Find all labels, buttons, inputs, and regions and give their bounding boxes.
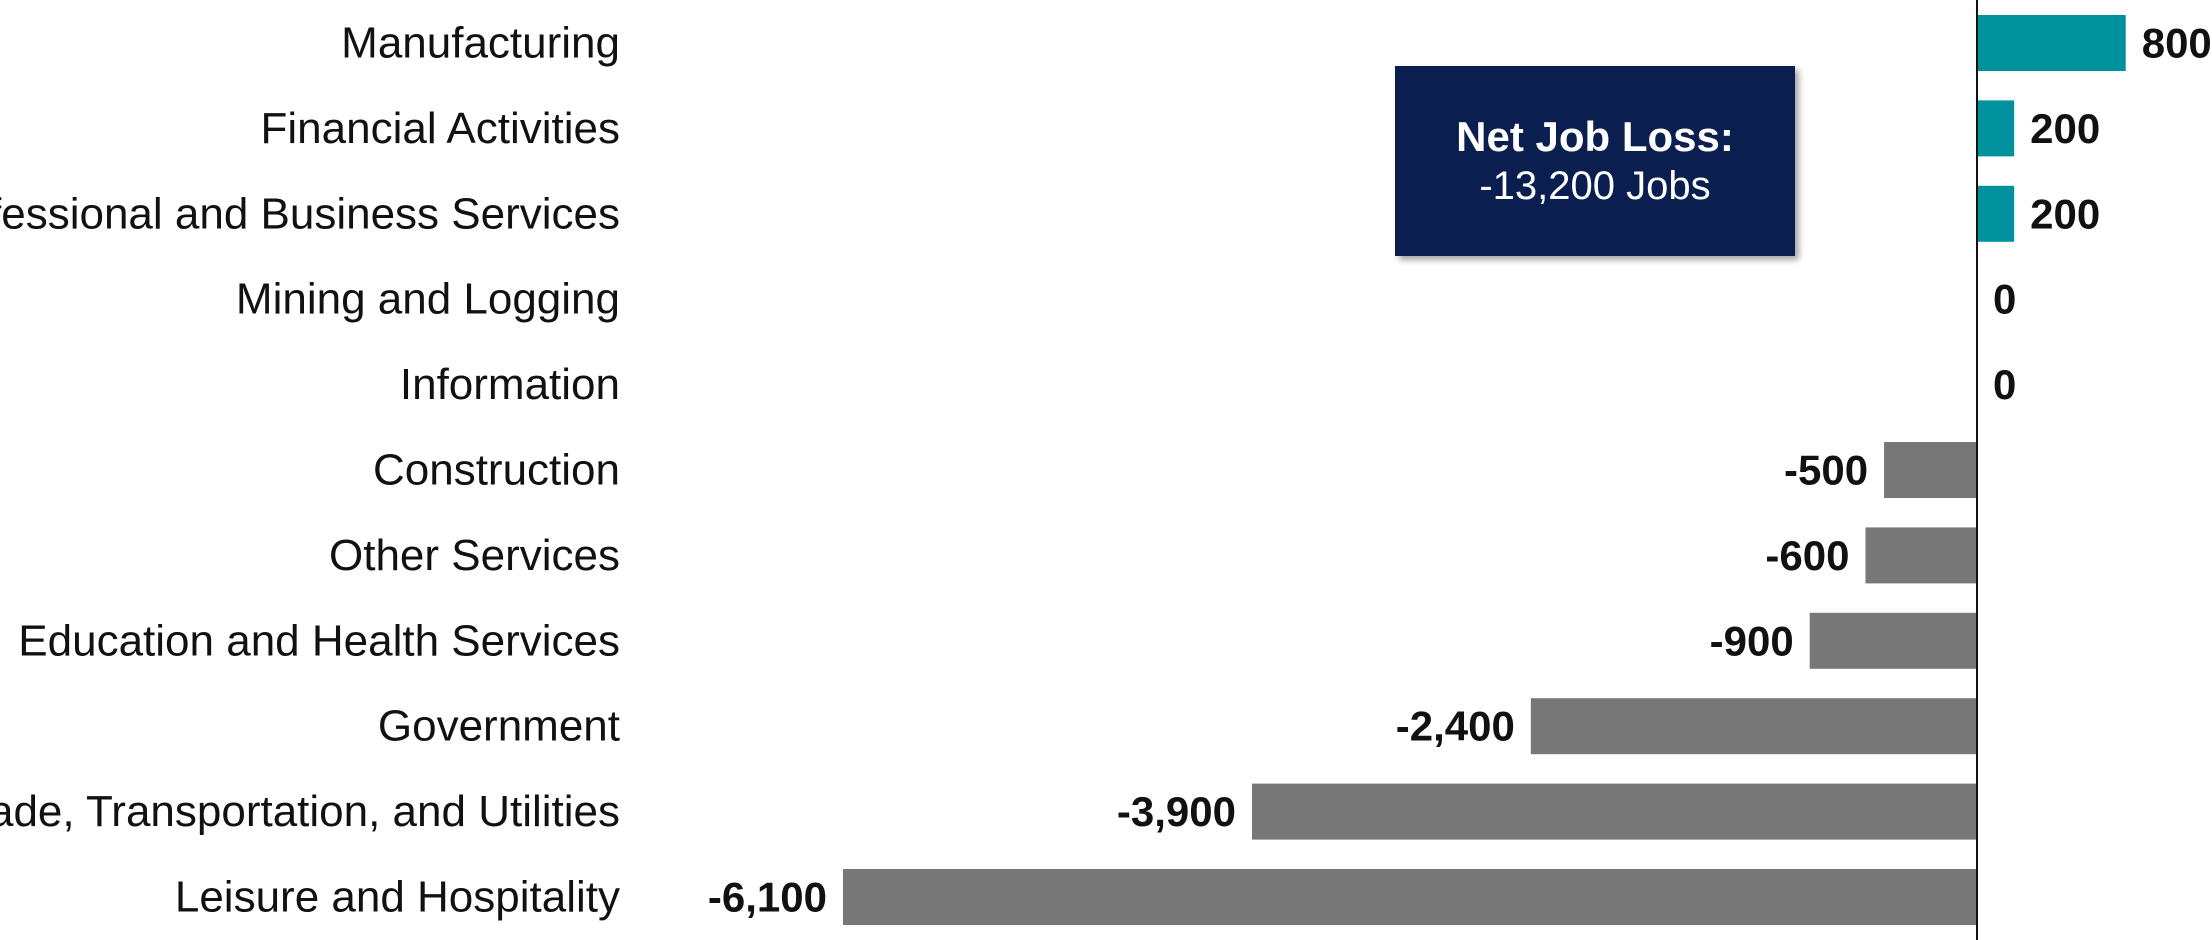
bar-government bbox=[1530, 698, 1977, 755]
bar-financial-activities bbox=[1977, 100, 2015, 157]
bar-construction bbox=[1884, 442, 1977, 498]
value-label-construction: -500 bbox=[1784, 447, 1868, 494]
category-label-trade-transportation-and-utilities: Trade, Transportation, and Utilities bbox=[0, 787, 620, 836]
bar-other-services bbox=[1865, 527, 1977, 584]
value-label-other-services: -600 bbox=[1765, 532, 1849, 579]
category-label-government: Government bbox=[378, 702, 620, 751]
annotation-value: -13,200 Jobs bbox=[1479, 164, 1711, 209]
value-label-financial-activities: 200 bbox=[2030, 105, 2100, 152]
category-label-leisure-and-hospitality: Leisure and Hospitality bbox=[175, 873, 620, 922]
value-label-government: -2,400 bbox=[1396, 703, 1515, 750]
category-label-mining-and-logging: Mining and Logging bbox=[236, 275, 620, 324]
bar-leisure-and-hospitality bbox=[843, 869, 1977, 925]
category-label-professional-and-business-services: Professional and Business Services bbox=[0, 189, 620, 238]
bar-education-and-health-services bbox=[1809, 612, 1977, 669]
value-label-professional-and-business-services: 200 bbox=[2030, 190, 2100, 237]
value-label-leisure-and-hospitality: -6,100 bbox=[708, 874, 827, 921]
bar-manufacturing bbox=[1977, 15, 2126, 71]
value-label-mining-and-logging: 0 bbox=[1993, 276, 2016, 323]
value-label-trade-transportation-and-utilities: -3,900 bbox=[1117, 788, 1236, 835]
category-label-other-services: Other Services bbox=[329, 531, 620, 580]
category-label-construction: Construction bbox=[373, 446, 620, 495]
value-label-manufacturing: 800 bbox=[2142, 20, 2212, 67]
category-label-education-and-health-services: Education and Health Services bbox=[18, 616, 620, 665]
annotation-title: Net Job Loss: bbox=[1456, 112, 1734, 160]
value-label-information: 0 bbox=[1993, 361, 2016, 408]
category-label-financial-activities: Financial Activities bbox=[261, 104, 620, 153]
category-label-information: Information bbox=[400, 360, 620, 409]
value-label-education-and-health-services: -900 bbox=[1710, 617, 1794, 664]
bar-professional-and-business-services bbox=[1977, 185, 2015, 242]
category-label-manufacturing: Manufacturing bbox=[341, 19, 620, 68]
net-job-loss-annotation: Net Job Loss: -13,200 Jobs bbox=[1395, 66, 1795, 256]
bar-trade-transportation-and-utilities bbox=[1251, 783, 1977, 840]
